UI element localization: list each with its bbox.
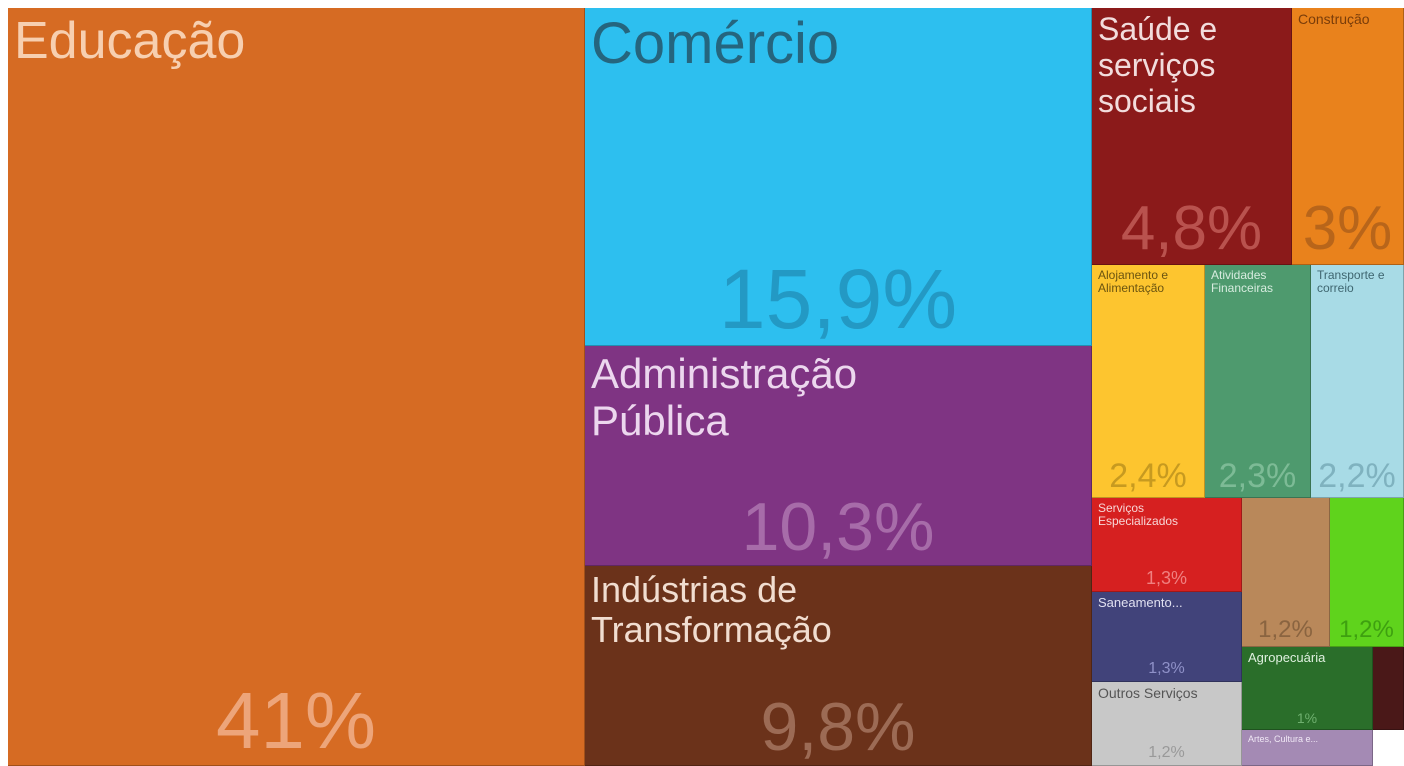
tile-label: Construção: [1298, 11, 1370, 27]
tile: [1373, 647, 1404, 730]
tile-value: 1%: [1296, 710, 1318, 726]
tile: 1,2%: [1330, 498, 1404, 647]
tile-label: Outros Serviços: [1098, 685, 1198, 701]
tile-value: 1,3%: [1145, 568, 1188, 588]
tile-label: Atividades Financeiras: [1211, 268, 1274, 296]
tile-label: Administração Pública: [591, 350, 858, 445]
tile-value: 2,3%: [1218, 457, 1297, 495]
tile: Administração Pública 10,3%: [585, 346, 1092, 566]
tile-value: 15,9%: [718, 252, 958, 346]
tile: Transporte e correio 2,2%: [1311, 265, 1404, 498]
tile-label: Artes, Cultura e...: [1248, 734, 1319, 744]
tile-value: 1,3%: [1148, 660, 1185, 677]
tile-value: 4,8%: [1120, 194, 1263, 263]
tile-label: Saneamento...: [1098, 595, 1183, 610]
tile-value: 41%: [215, 676, 377, 765]
tile: Saneamento... 1,3%: [1092, 592, 1242, 682]
tile: Saúde e serviços sociais 4,8%: [1092, 8, 1292, 265]
tile: 1,2%: [1242, 498, 1330, 647]
tile-value: 3%: [1302, 194, 1393, 263]
tile-label: Transporte e correio: [1317, 268, 1385, 296]
tile-label: Serviços Especializados: [1098, 501, 1179, 529]
tile-label: Indústrias de Transformação: [591, 569, 832, 651]
tile-value: 1,2%: [1258, 616, 1313, 643]
tile-label: Saúde e serviços sociais: [1098, 11, 1218, 119]
tile: Artes, Cultura e...: [1242, 730, 1373, 766]
tile: Outros Serviços 1,2%: [1092, 682, 1242, 766]
tile: Agropecuária 1%: [1242, 647, 1373, 730]
tile-value: 9,8%: [760, 689, 916, 765]
tile-label: Comércio: [591, 11, 840, 76]
tile: Alojamento e Alimentação 2,4%: [1092, 265, 1205, 498]
tile-value: 1,2%: [1148, 744, 1185, 761]
tile-value: 2,4%: [1109, 457, 1187, 495]
tile: Indústrias de Transformação 9,8%: [585, 566, 1092, 766]
tile-value: 1,2%: [1339, 616, 1394, 643]
tile-label: Agropecuária: [1248, 650, 1326, 665]
tile: Comércio 15,9%: [585, 8, 1092, 346]
tile: Construção 3%: [1292, 8, 1404, 265]
tile: Educação 41%: [8, 8, 585, 766]
tile-value: 10,3%: [741, 489, 935, 565]
tile: Atividades Financeiras 2,3%: [1205, 265, 1311, 498]
tile: Serviços Especializados 1,3%: [1092, 498, 1242, 592]
tile-label: Alojamento e Alimentação: [1098, 268, 1169, 296]
tile-value: 2,2%: [1318, 457, 1396, 495]
tile-label: Educação: [14, 12, 246, 70]
